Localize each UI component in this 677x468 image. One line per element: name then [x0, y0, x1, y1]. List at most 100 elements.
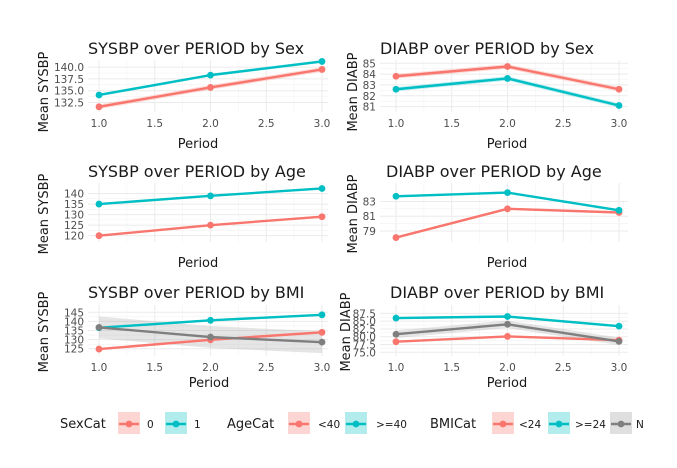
x-tick-label: 2.0 — [499, 362, 516, 374]
data-point-N — [207, 333, 214, 341]
legend-key-sexcat-1 — [165, 412, 187, 434]
data-point->=40 — [318, 185, 326, 192]
legend-title-bmicat: BMICat — [430, 417, 476, 432]
x-tick-label: 2.0 — [499, 118, 516, 130]
y-tick-label: 84 — [363, 69, 377, 81]
legend-label-bmicat-n: N — [636, 419, 644, 431]
legend-point — [617, 420, 625, 428]
data-point-<40 — [392, 234, 400, 241]
data-point-<40 — [504, 205, 511, 213]
data-point-<40 — [318, 213, 326, 221]
data-point-1 — [392, 85, 400, 93]
data-point->=40 — [95, 200, 103, 208]
legend-label-sexcat-1: 1 — [194, 419, 201, 431]
confidence-band-N — [396, 320, 619, 346]
series-group — [95, 185, 326, 240]
legend-point — [555, 420, 563, 428]
data-point->=24 — [504, 313, 511, 320]
data-point-<40 — [95, 232, 103, 240]
y-tick-label: 81 — [363, 102, 376, 114]
data-point->=40 — [392, 192, 400, 200]
x-axis-label: Period — [178, 137, 219, 152]
legend-label-bmicat-ge24: >=24 — [575, 419, 606, 431]
y-tick-label: 125 — [64, 220, 84, 232]
x-axis-label: Period — [487, 137, 528, 152]
x-tick-label: 3.0 — [314, 118, 331, 130]
y-tick-label: 140 — [64, 189, 84, 201]
y-tick-label: 145 — [64, 307, 84, 319]
legend-key-agecat-lt40 — [288, 412, 310, 434]
legend-title-sexcat: SexCat — [60, 417, 106, 432]
legend-key-sexcat-0 — [118, 412, 140, 434]
legend-point — [172, 420, 180, 428]
data-point-<40 — [207, 221, 214, 229]
x-tick-label: 2.5 — [258, 362, 275, 374]
x-tick-label: 2.5 — [555, 118, 572, 130]
data-point-1 — [95, 91, 103, 99]
y-tick-label: 83 — [363, 196, 376, 208]
y-axis-label: Mean SYSBP — [37, 173, 52, 254]
y-tick-label: 140 — [64, 316, 84, 328]
panel-diabp-by-age: 79 81 83 DIABP over PERIOD by Age Period M… — [346, 162, 628, 271]
y-axis-label: Mean DIABP — [346, 52, 361, 131]
y-axis-label: Mean SYSBP — [37, 51, 52, 132]
data-point-0 — [207, 84, 214, 91]
series-group — [95, 311, 326, 354]
data-point-1 — [207, 71, 214, 79]
legend-title-agecat: AgeCat — [227, 417, 274, 432]
x-tick-label: 1.0 — [91, 362, 108, 374]
y-tick-label: 85 — [363, 58, 376, 70]
x-tick-label: 2.0 — [202, 362, 219, 374]
y-tick-label: 79 — [363, 226, 376, 238]
data-point->=24 — [318, 311, 326, 319]
x-axis-label: Period — [189, 376, 230, 391]
y-tick-label: 135.0 — [54, 86, 84, 98]
y-tick-label: 130 — [64, 335, 84, 347]
y-tick-label: 85.0 — [353, 316, 376, 328]
legend-label-sexcat-0: 0 — [147, 419, 154, 431]
y-axis-label: Mean SYSBP — [37, 291, 52, 372]
legend-label-agecat-ge40: >=40 — [376, 419, 407, 431]
legend-label-agecat-lt40: <40 — [318, 419, 340, 431]
legend-point — [295, 420, 303, 428]
x-tick-label: 1.5 — [443, 118, 460, 130]
y-tick-label: 140.0 — [54, 62, 84, 74]
data-point-<24 — [392, 338, 400, 346]
x-tick-label: 1.5 — [146, 118, 163, 130]
y-tick-label: 82 — [363, 91, 376, 103]
legend-label-bmicat-lt24: <24 — [519, 419, 541, 431]
y-tick-label: 77.5 — [353, 339, 376, 351]
legend-point — [125, 420, 133, 428]
legend-key-bmicat-n — [610, 412, 632, 434]
data-point-<24 — [318, 328, 326, 336]
series-group — [392, 189, 623, 241]
data-point-N — [615, 337, 623, 345]
y-tick-label: 83 — [363, 80, 376, 92]
y-tick-label: 137.5 — [54, 74, 84, 86]
x-tick-label: 1.5 — [146, 362, 163, 374]
data-point-0 — [95, 103, 103, 111]
data-point-1 — [504, 75, 511, 82]
data-point->=24 — [615, 322, 623, 330]
x-tick-label: 2.5 — [555, 362, 572, 374]
panel-title: DIABP over PERIOD by Sex — [380, 39, 594, 58]
data-point->=40 — [207, 192, 214, 200]
panel-title: SYSBP over PERIOD by BMI — [88, 283, 304, 302]
x-tick-label: 1.0 — [388, 362, 405, 374]
data-point-N — [504, 320, 511, 328]
data-point-<24 — [95, 345, 103, 353]
panel-title: SYSBP over PERIOD by Age — [88, 162, 306, 181]
y-tick-label: 135 — [64, 199, 84, 211]
data-point-0 — [615, 85, 623, 93]
legend-key-agecat-ge40 — [345, 412, 367, 434]
x-tick-label: 3.0 — [611, 362, 628, 374]
legend-key-bmicat-lt24 — [492, 412, 514, 434]
y-tick-label: 120 — [64, 231, 84, 243]
series-group — [392, 63, 623, 109]
legend: SexCat 0 1 AgeCat <40 >=40 BMICat <24 >=… — [60, 412, 644, 434]
